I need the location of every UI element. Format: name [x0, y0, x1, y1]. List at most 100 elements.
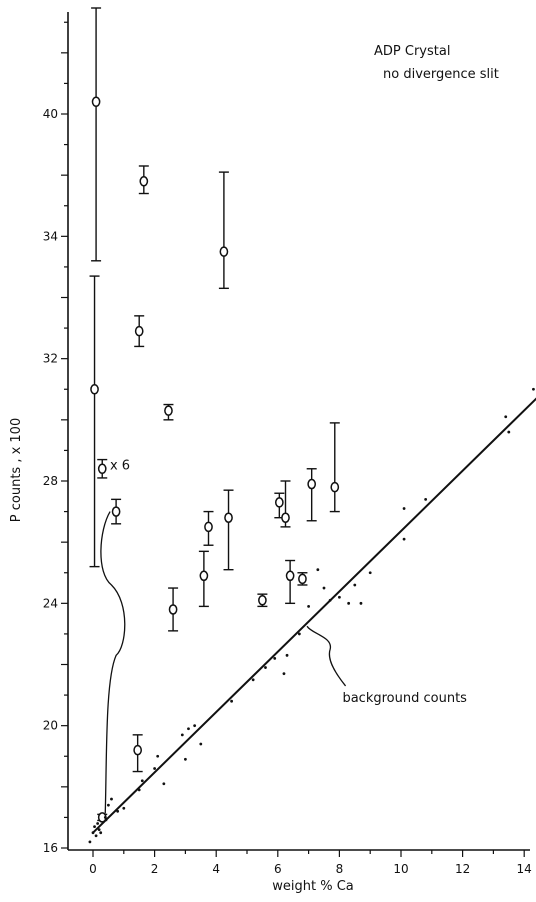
- open-circle-marker: [90, 384, 99, 395]
- background-dot: [199, 742, 203, 746]
- y-axis-label: P counts , x 100: [9, 418, 24, 522]
- data-point-errorbar: [306, 468, 317, 522]
- open-circle-marker: [224, 512, 233, 523]
- data-point-errorbar: [329, 422, 340, 513]
- annotation-title: ADP Crystal: [374, 44, 450, 59]
- open-circle-marker: [285, 570, 295, 582]
- background-dot: [230, 699, 234, 703]
- open-circle-marker: [219, 246, 229, 257]
- annotation-label: x 6: [110, 459, 130, 474]
- x-tick-label: 14: [517, 862, 532, 876]
- background-dot: [153, 767, 157, 770]
- y-tick-label: 20: [43, 719, 58, 733]
- data-point-errorbar: [97, 458, 108, 479]
- background-dot: [504, 415, 508, 419]
- x-tick-label: 2: [151, 862, 159, 876]
- data-point-errorbar: [91, 7, 102, 262]
- open-circle-marker: [330, 481, 340, 493]
- background-dot: [122, 806, 126, 810]
- background-dot: [103, 816, 107, 819]
- open-circle-marker: [199, 570, 209, 582]
- y-tick-label: 34: [43, 229, 58, 243]
- background-dot: [93, 825, 96, 828]
- x6-connector-curve: [100, 511, 126, 814]
- x-tick-label: 8: [336, 862, 344, 876]
- data-point-errorbar: [218, 171, 229, 290]
- background-dot: [251, 678, 255, 682]
- x-tick-label: 12: [455, 862, 470, 876]
- open-circle-marker: [111, 506, 121, 517]
- background-dot: [94, 834, 98, 838]
- open-circle-marker: [204, 521, 213, 533]
- background-dot: [328, 598, 332, 602]
- background-dot: [110, 797, 113, 801]
- open-circle-marker: [168, 604, 178, 615]
- open-circle-marker: [281, 512, 290, 523]
- background-dot: [88, 840, 92, 844]
- data-point-errorbar: [138, 165, 149, 195]
- background-dot: [97, 828, 101, 832]
- background-dot: [338, 595, 341, 599]
- y-tick-label: 32: [43, 352, 58, 366]
- data-point-errorbar: [132, 734, 143, 773]
- background-dot: [353, 583, 357, 587]
- background-dot: [96, 822, 100, 825]
- data-point-errorbar: [168, 587, 179, 632]
- background-dot: [297, 632, 301, 636]
- data-point-errorbar: [89, 275, 100, 568]
- background-dot: [184, 757, 187, 761]
- data-point-errorbar: [111, 498, 122, 525]
- x-tick-label: 10: [393, 862, 408, 876]
- background-dot: [282, 672, 286, 676]
- background-dot: [156, 754, 160, 758]
- background-dot: [180, 733, 184, 737]
- data-point-errorbar: [203, 510, 214, 546]
- background-dot: [162, 782, 166, 786]
- background-dot: [507, 430, 511, 434]
- background-dot: [285, 653, 289, 657]
- fit-line-group: [92, 397, 536, 834]
- data-point-errorbar: [274, 492, 285, 519]
- open-circle-marker: [298, 573, 307, 585]
- background-dot: [402, 507, 406, 510]
- background-fit-line: [92, 397, 536, 834]
- background-dot: [187, 727, 190, 731]
- data-point-errorbar: [198, 550, 209, 608]
- x-tick-label: 6: [274, 862, 282, 876]
- markers-group: [88, 7, 535, 844]
- data-point-errorbar: [257, 593, 268, 608]
- data-point-errorbar: [285, 559, 296, 605]
- background-pointer-curve: [306, 625, 347, 687]
- open-circle-marker: [274, 497, 284, 508]
- open-circle-marker: [307, 478, 317, 490]
- open-circle-marker: [133, 744, 143, 756]
- background-dot: [116, 809, 120, 813]
- background-dot: [193, 724, 197, 728]
- open-circle-marker: [97, 463, 107, 475]
- data-point-errorbar: [223, 489, 234, 571]
- annotation-label: background counts: [342, 691, 467, 706]
- background-dot: [316, 568, 320, 572]
- background-dot: [322, 586, 326, 590]
- y-tick-label: 28: [43, 474, 58, 488]
- background-dot: [140, 779, 144, 783]
- open-circle-marker: [164, 405, 173, 416]
- background-dot: [424, 497, 428, 501]
- background-dot: [107, 803, 110, 807]
- open-circle-marker: [139, 176, 149, 187]
- y-tick-label: 16: [43, 841, 58, 855]
- open-circle-marker: [91, 96, 101, 108]
- background-dot: [99, 831, 103, 835]
- background-dot: [307, 604, 310, 608]
- data-point-errorbar: [280, 480, 291, 528]
- labels-group: ADP Crystal no divergence slit weight % …: [9, 44, 499, 894]
- open-circle-marker: [134, 325, 144, 337]
- background-dot: [368, 571, 372, 575]
- x-tick-label: 4: [212, 862, 220, 876]
- background-dot: [273, 656, 277, 660]
- background-dot: [137, 788, 141, 792]
- background-dot: [359, 601, 363, 605]
- background-dot: [402, 537, 406, 541]
